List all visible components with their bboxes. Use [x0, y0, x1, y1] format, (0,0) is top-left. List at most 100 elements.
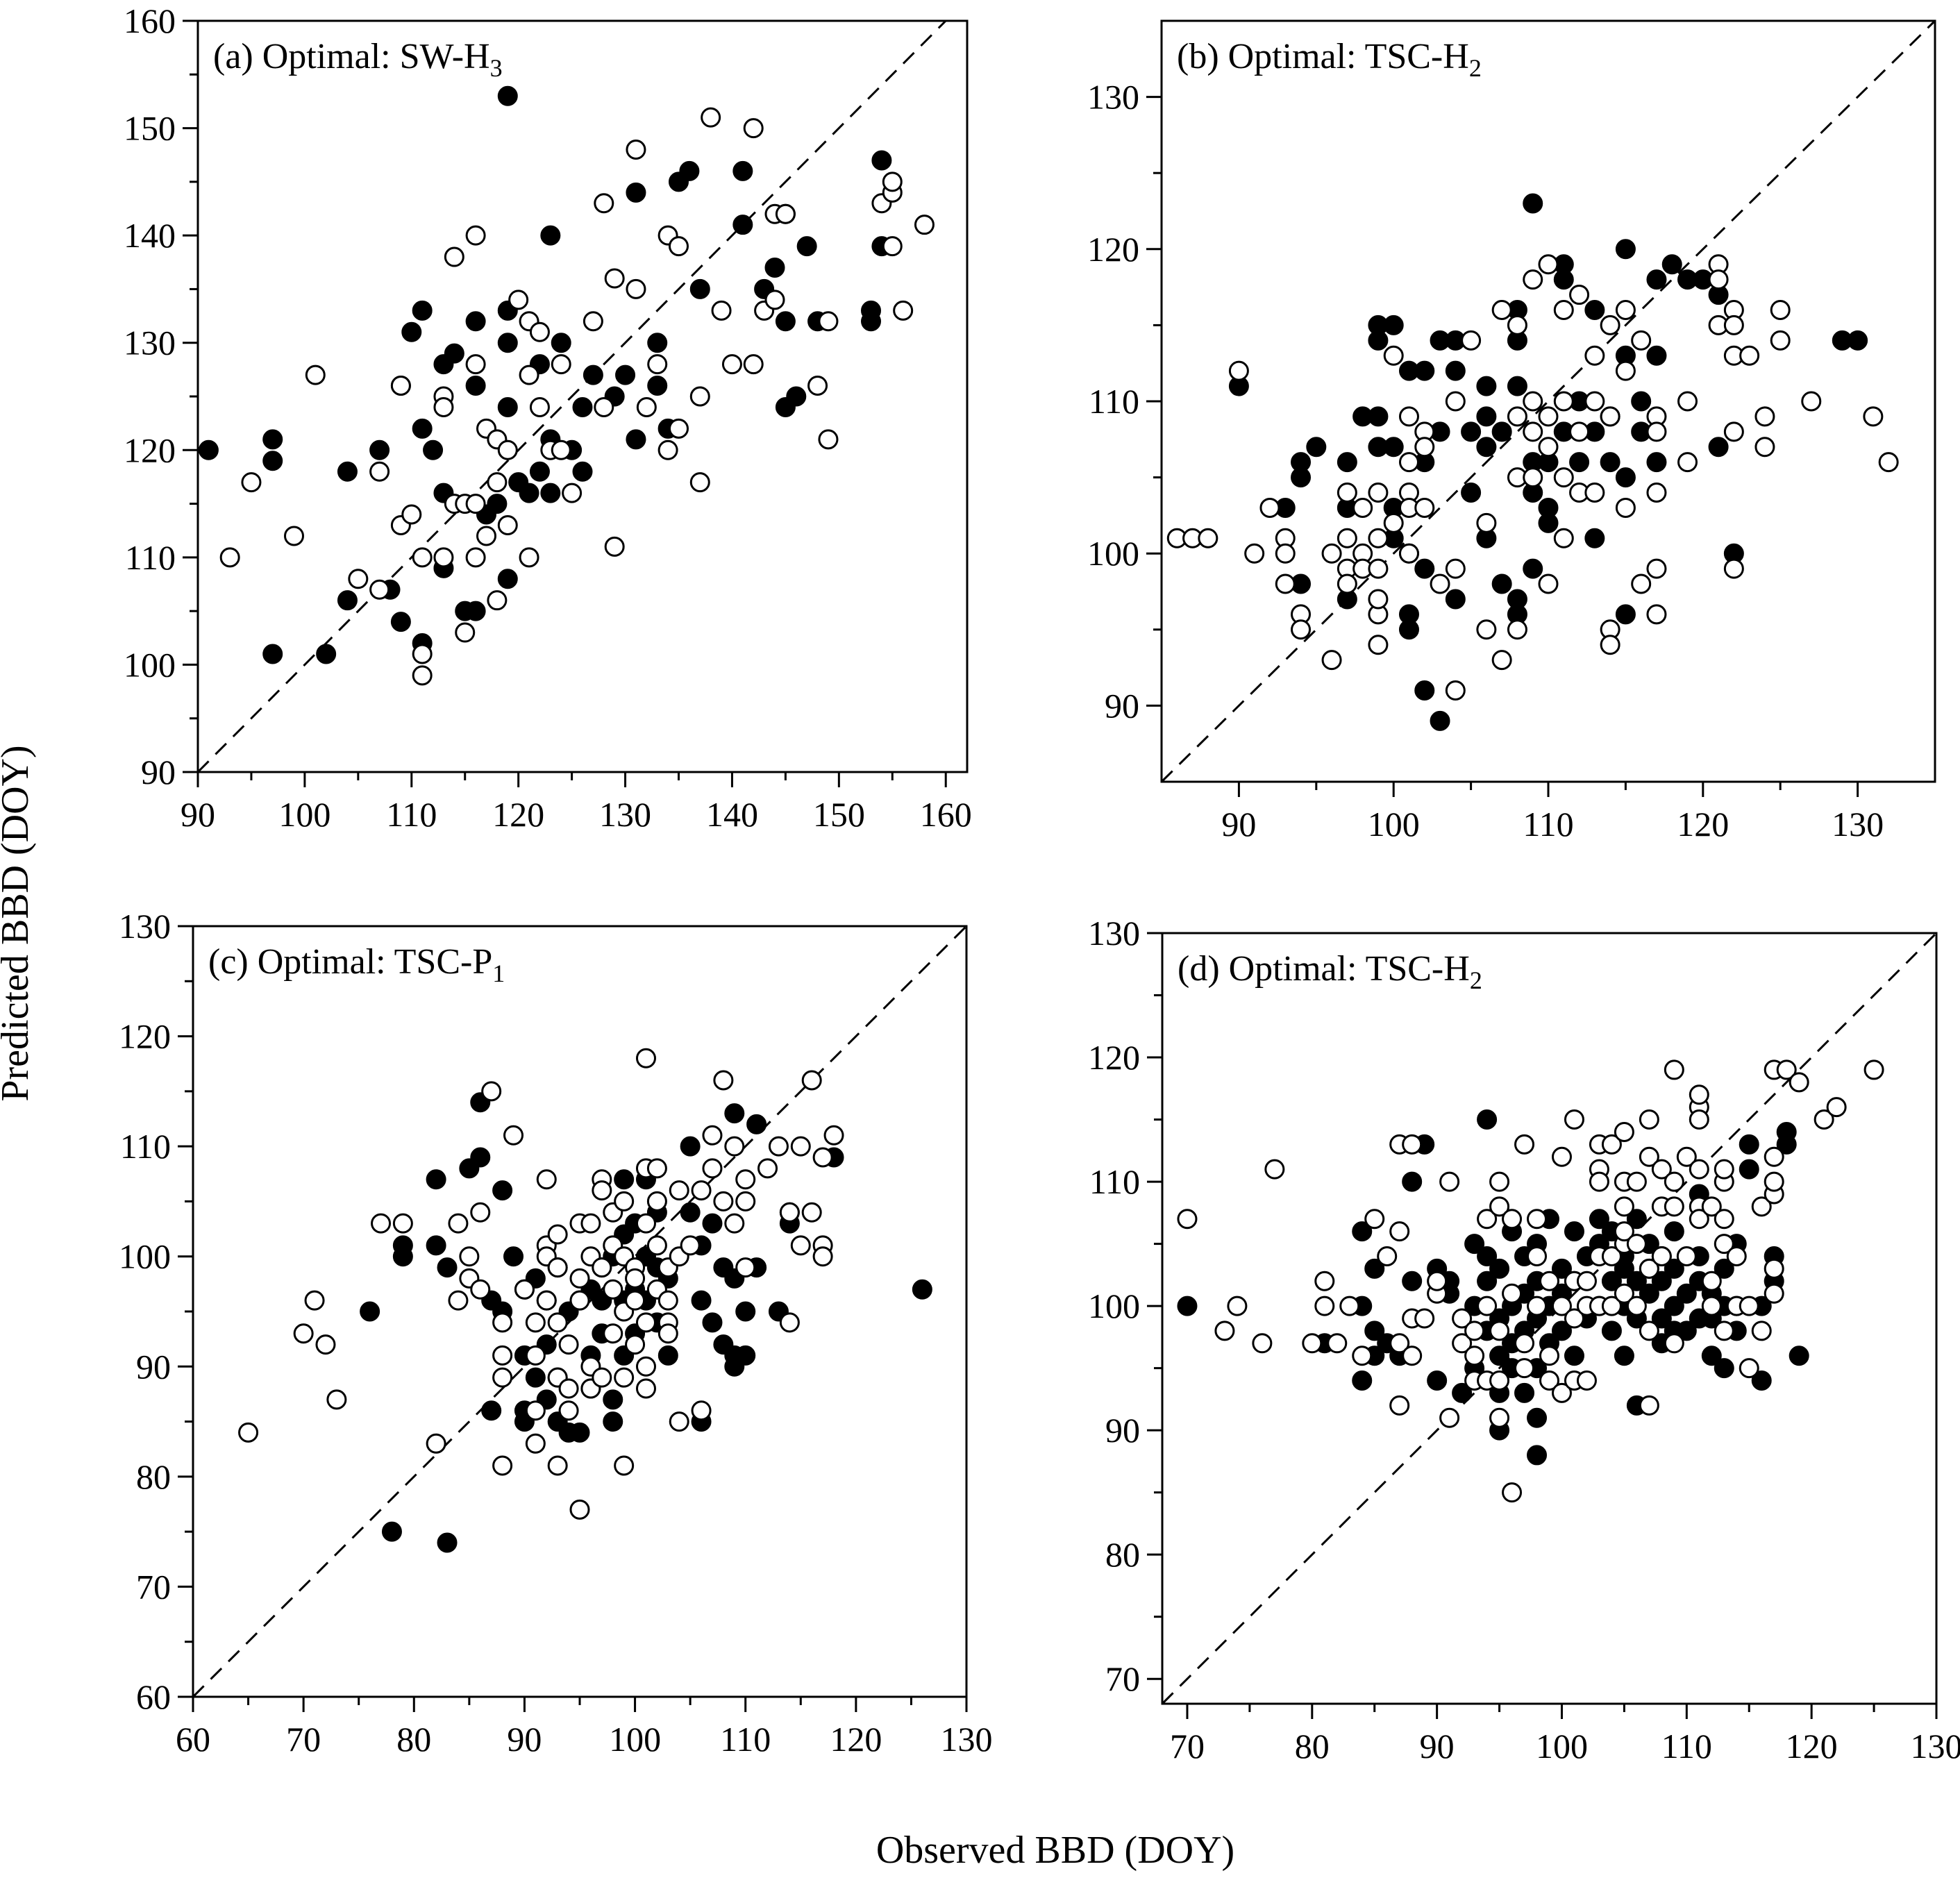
filled-point [1714, 1358, 1734, 1379]
filled-point [1306, 437, 1327, 458]
filled-point [1751, 1370, 1772, 1391]
open-point [1639, 1258, 1659, 1279]
open-point [326, 1389, 347, 1410]
y-tick-label: 110 [1089, 1162, 1140, 1201]
open-point [1523, 421, 1543, 442]
filled-point [1291, 452, 1312, 473]
open-point [1723, 421, 1744, 442]
x-tick-label: 160 [920, 795, 972, 834]
x-tick-label: 120 [830, 1720, 882, 1759]
open-point [1564, 1109, 1584, 1130]
y-tick-label: 100 [1088, 1286, 1140, 1325]
open-point [1244, 543, 1265, 564]
filled-point [1414, 680, 1435, 701]
filled-point [1789, 1345, 1809, 1366]
open-point [1639, 1321, 1659, 1341]
filled-point [702, 1213, 723, 1234]
filled-point [1551, 1321, 1572, 1341]
filled-point [1464, 1234, 1485, 1255]
open-point [823, 1125, 844, 1146]
open-point [433, 396, 454, 417]
open-point [1714, 1321, 1734, 1341]
filled-point [1564, 1345, 1584, 1366]
open-point [476, 526, 496, 546]
y-tick-label: 140 [124, 216, 176, 255]
open-point [1677, 391, 1698, 412]
open-point [1723, 558, 1744, 579]
filled-point [1445, 360, 1466, 381]
y-tick-label: 100 [119, 1237, 171, 1276]
open-point [1383, 512, 1404, 533]
open-point [1368, 528, 1389, 548]
filled-point [1601, 1321, 1622, 1341]
y-tick-label: 90 [1105, 1411, 1140, 1450]
open-point [487, 472, 508, 493]
open-point [1631, 330, 1652, 351]
open-point [1651, 1246, 1672, 1266]
panel-title: (b) Optimal: TSC-H2 [1177, 37, 1482, 82]
open-point [635, 1213, 656, 1234]
filled-point [426, 1169, 446, 1190]
open-point [1689, 1084, 1709, 1105]
panel-a: 90 100 110 120 130 140 150 160 90 100 110 120 130 140… [124, 1, 972, 834]
filled-point [1461, 483, 1482, 503]
open-point [1600, 315, 1620, 335]
x-tick-label: 120 [492, 795, 544, 834]
open-point [1639, 1146, 1659, 1167]
filled-point [519, 483, 539, 503]
filled-point [1664, 1221, 1684, 1242]
panel-title: (a) Optimal: SW-H3 [213, 37, 503, 82]
filled-point [1848, 330, 1868, 351]
filled-point [1615, 467, 1636, 488]
open-point [1507, 315, 1527, 335]
open-point [1491, 299, 1512, 320]
open-point [1584, 391, 1605, 412]
filled-point [551, 333, 571, 353]
filled-point [1614, 1345, 1634, 1366]
filled-point [732, 160, 753, 181]
open-point [1615, 299, 1636, 320]
open-point [635, 1312, 656, 1333]
filled-point [497, 333, 518, 353]
filled-point [603, 1411, 623, 1432]
open-point [1491, 650, 1512, 671]
open-point [1264, 1159, 1285, 1180]
open-point [1502, 1482, 1523, 1503]
open-point [657, 1290, 678, 1311]
open-point [1368, 483, 1389, 503]
open-point [305, 364, 326, 385]
filled-point [262, 451, 283, 471]
filled-point [871, 150, 892, 171]
open-point [1445, 391, 1466, 412]
open-point [1538, 254, 1559, 275]
open-point [1626, 1296, 1647, 1316]
open-point [1439, 1407, 1460, 1428]
y-tick-label: 120 [1088, 1038, 1140, 1077]
open-point [1584, 483, 1605, 503]
open-point [348, 569, 369, 589]
open-point [1601, 1296, 1622, 1316]
open-point [735, 1191, 756, 1212]
x-tick-label: 60 [176, 1720, 210, 1759]
one-to-one-line [192, 925, 968, 1698]
open-point [304, 1290, 325, 1311]
filled-point [503, 1246, 524, 1267]
filled-point [1589, 1209, 1609, 1230]
y-tick-label: 100 [1087, 534, 1139, 573]
filled-point [1601, 1271, 1622, 1291]
open-point [519, 364, 539, 385]
open-point [807, 376, 828, 396]
open-point [1584, 345, 1605, 366]
open-point [426, 1433, 446, 1454]
open-point [1398, 543, 1419, 564]
open-point [735, 1257, 756, 1278]
open-point [594, 396, 614, 417]
x-tick-label: 150 [813, 795, 865, 834]
open-point [779, 1202, 800, 1223]
filled-point [1626, 1271, 1647, 1291]
x-tick-label: 80 [396, 1720, 431, 1759]
y-tick-label: 70 [136, 1567, 171, 1606]
open-point [592, 1367, 612, 1388]
open-point [1291, 619, 1312, 640]
open-point [371, 1213, 392, 1234]
